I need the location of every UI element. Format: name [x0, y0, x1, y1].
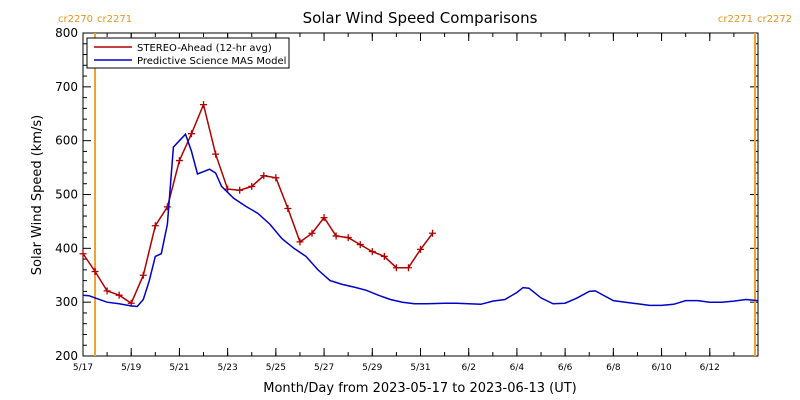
x-tick-label: 5/17: [73, 363, 93, 373]
data-point-stereo: [248, 182, 256, 190]
x-tick-label: 5/21: [169, 363, 189, 373]
data-point-stereo: [115, 291, 123, 299]
data-point-stereo: [356, 241, 364, 249]
x-tick-label: 5/29: [362, 363, 382, 373]
data-point-stereo: [368, 248, 376, 256]
x-axis: 5/17 5/19 5/21 5/23 5/25 5/27 5/29 5/31 6/2 6/4 6/…: [73, 33, 759, 373]
x-tick-label: 5/25: [266, 363, 286, 373]
data-point-stereo: [175, 157, 183, 165]
carrington-markers: cr2270 cr2271 cr2271 cr2272: [58, 14, 792, 356]
x-tick-label: 5/19: [121, 363, 141, 373]
data-point-stereo: [236, 186, 244, 194]
series-line-stereo: [82, 102, 434, 305]
x-tick-label: 5/31: [410, 363, 430, 373]
x-tick-label: 6/4: [510, 363, 525, 373]
legend-label-mas: Predictive Science MAS Model: [137, 56, 286, 67]
carrington-label-left: cr2270: [58, 14, 93, 25]
data-point-stereo: [103, 287, 111, 295]
data-point-stereo: [417, 245, 424, 253]
y-axis-label: Solar Wind Speed (km/s): [30, 115, 45, 275]
x-tick-label: 6/6: [558, 363, 573, 373]
data-point-stereo: [308, 229, 316, 237]
data-point-stereo: [272, 174, 280, 182]
data-point-stereo: [79, 250, 87, 258]
x-axis-label: Month/Day from 2023-05-17 to 2023-06-13 …: [263, 381, 576, 396]
series-line-mas: [82, 132, 759, 308]
data-point-stereo: [139, 271, 147, 279]
y-tick-label: 200: [55, 349, 78, 363]
series-group: [79, 101, 759, 308]
chart-title: Solar Wind Speed Comparisons: [303, 9, 538, 27]
legend-box: [86, 37, 290, 69]
x-tick-label: 6/10: [651, 363, 671, 373]
carrington-label-right: cr2271: [97, 14, 132, 25]
y-tick-label: 700: [55, 80, 78, 94]
data-point-stereo: [91, 267, 99, 275]
data-point-stereo: [332, 232, 340, 240]
data-point-stereo: [404, 264, 412, 272]
x-tick-label: 5/23: [218, 363, 238, 373]
data-point-stereo: [429, 229, 437, 237]
y-tick-label: 300: [55, 295, 78, 309]
data-point-stereo: [212, 150, 220, 158]
data-point-stereo: [344, 234, 352, 242]
x-tick-label: 5/27: [314, 363, 334, 373]
carrington-label-right: cr2272: [757, 14, 792, 25]
data-point-stereo: [392, 264, 400, 272]
carrington-label-left: cr2271: [718, 14, 753, 25]
x-tick-label: 6/2: [461, 363, 475, 373]
data-point-stereo: [380, 252, 388, 260]
y-tick-label: 800: [55, 26, 78, 40]
y-tick-label: 500: [55, 188, 78, 202]
data-point-stereo: [296, 238, 304, 246]
x-tick-label: 6/8: [606, 363, 621, 373]
data-point-stereo: [200, 101, 208, 109]
legend-label-stereo: STEREO-Ahead (12-hr avg): [137, 43, 272, 54]
y-axis: 200 300 400 500 600 700 800: [55, 26, 758, 363]
data-point-stereo: [151, 222, 159, 230]
data-point-stereo: [284, 204, 292, 212]
data-point-stereo: [163, 203, 171, 211]
y-tick-label: 400: [55, 241, 78, 255]
data-point-stereo: [320, 214, 328, 222]
x-tick-label: 6/12: [700, 363, 720, 373]
legend: STEREO-Ahead (12-hr avg) Predictive Scie…: [86, 37, 290, 69]
plot-frame: [82, 32, 759, 357]
y-tick-label: 600: [55, 134, 78, 148]
data-point-stereo: [260, 172, 268, 180]
data-point-stereo: [187, 130, 195, 138]
